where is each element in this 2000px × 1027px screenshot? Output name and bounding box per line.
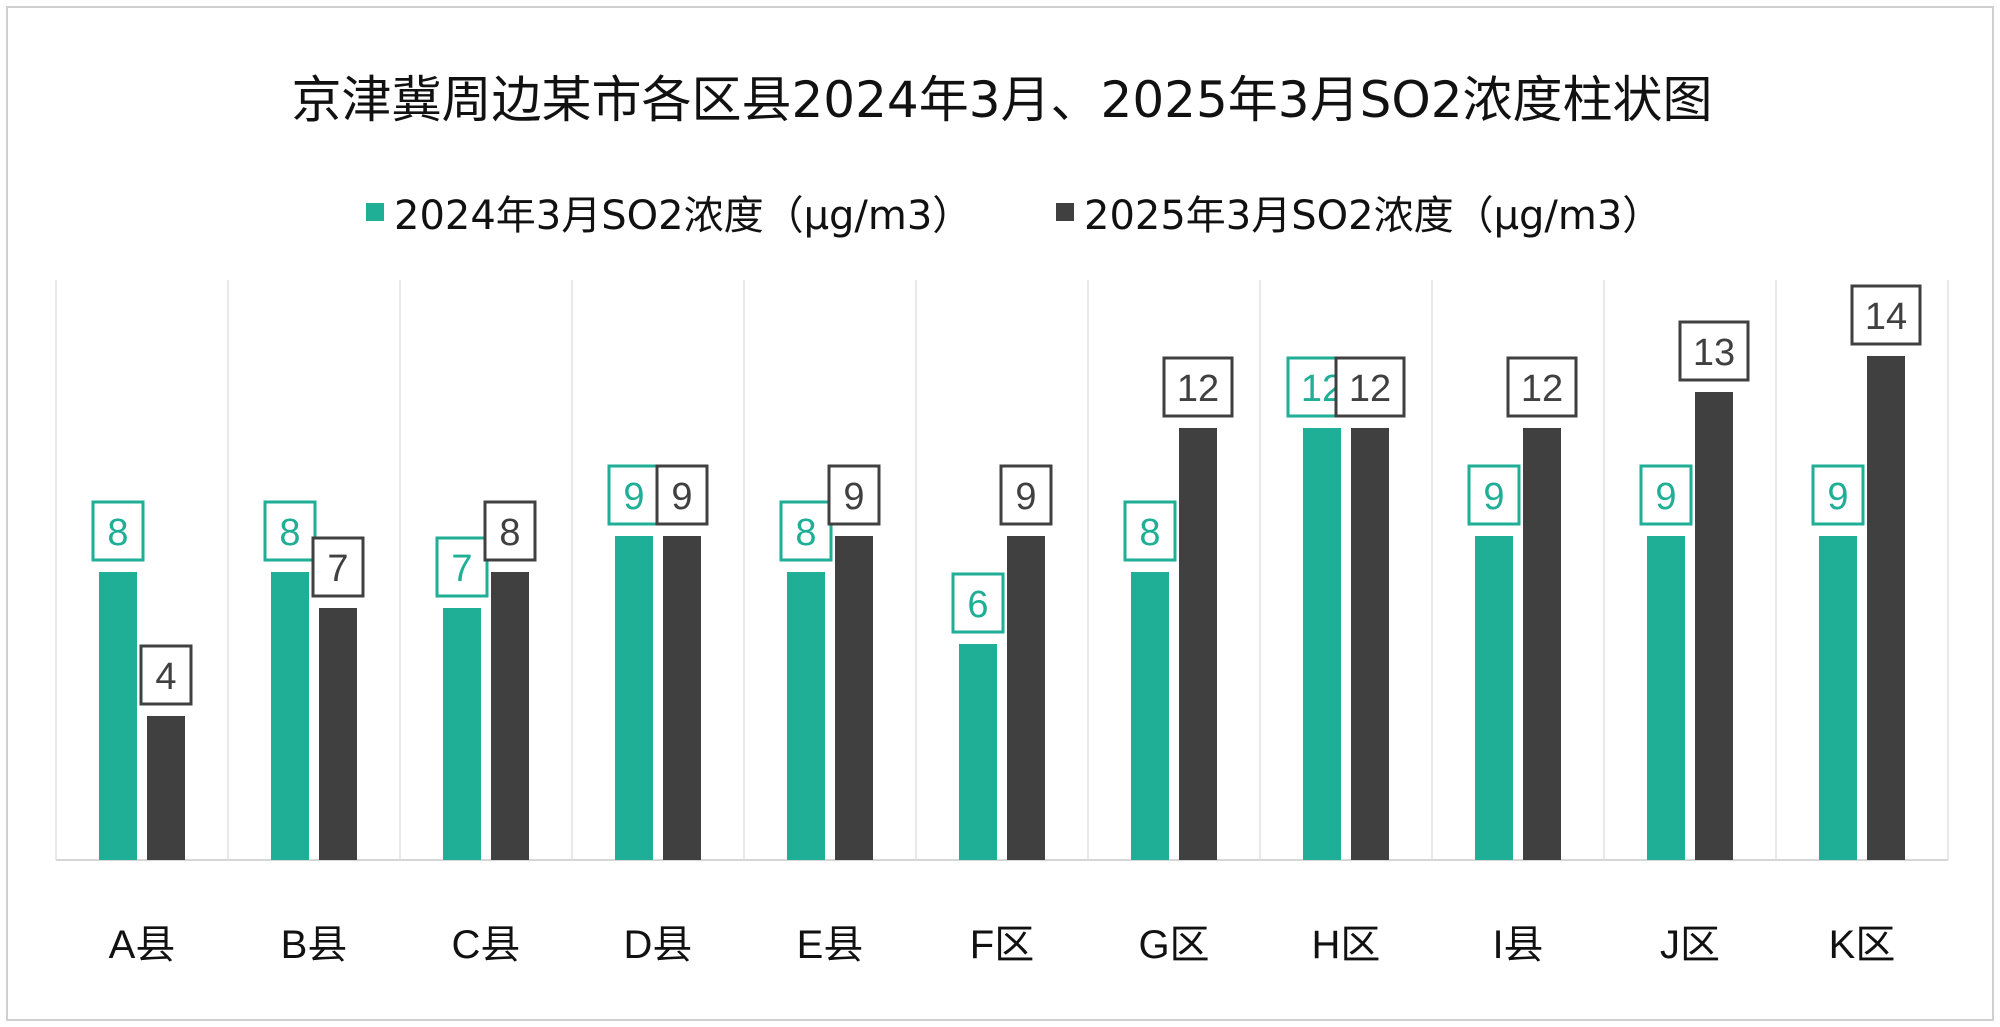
x-tick-label: J区 [1660,923,1720,967]
data-label: 9 [623,476,644,518]
data-label-box [1811,464,1865,526]
bar-2024 [1819,536,1857,860]
data-label-box [1678,320,1750,382]
data-label: 6 [967,584,988,626]
data-label: 7 [327,548,348,590]
x-tick-label: E县 [797,923,864,967]
legend-label-2024: 2024年3月SO2浓度（μg/m3） [394,193,973,239]
data-label-box [951,572,1005,634]
chart-frame: 京津冀周边某市各区县2024年3月、2025年3月SO2浓度柱状图 2024年3… [6,6,1994,1021]
data-label-box [999,464,1053,526]
data-label-box [1162,356,1234,418]
bar-2025 [1007,536,1045,860]
data-label: 7 [451,548,472,590]
bar-2024 [787,572,825,860]
bar-2025 [1695,392,1733,860]
bar-2025 [1179,428,1217,860]
x-tick-label: F区 [970,923,1034,967]
data-label: 8 [795,512,816,554]
data-label: 14 [1865,296,1907,338]
data-label: 9 [1015,476,1036,518]
x-tick-label: H区 [1312,923,1381,967]
data-label-box [607,464,661,526]
legend-item-2024: 2024年3月SO2浓度（μg/m3） [366,188,972,239]
bar-2025 [663,536,701,860]
bar-2024 [1475,536,1513,860]
data-label: 12 [1349,368,1391,410]
x-tick-label: A县 [109,923,176,967]
data-label-box [1639,464,1693,526]
data-label-box [655,464,709,526]
legend-swatch-2024 [366,203,384,221]
bar-2024 [443,608,481,860]
data-label-box [1467,464,1521,526]
x-tick-label: G区 [1138,923,1209,967]
legend-item-2025: 2025年3月SO2浓度（μg/m3） [1056,188,1662,239]
bar-2024 [959,644,997,860]
bar-2024 [1303,428,1341,860]
data-label: 12 [1521,368,1563,410]
bar-2024 [615,536,653,860]
bar-2025 [491,572,529,860]
data-label: 8 [279,512,300,554]
bar-2025 [1867,356,1905,860]
data-label: 8 [1139,512,1160,554]
x-tick-label: I县 [1492,923,1543,967]
data-label: 12 [1177,368,1219,410]
chart-title: 京津冀周边某市各区县2024年3月、2025年3月SO2浓度柱状图 [291,71,1713,129]
legend-swatch-2025 [1056,203,1074,221]
data-label-box [483,500,537,562]
data-label-box [779,500,833,562]
bar-2024 [99,572,137,860]
bar-2025 [835,536,873,860]
x-tick-label: K区 [1829,923,1896,967]
data-label: 9 [1655,476,1676,518]
x-tick-label: D县 [624,923,693,967]
data-label: 9 [1483,476,1504,518]
bar-2024 [271,572,309,860]
data-label-box [827,464,881,526]
x-tick-label: B县 [281,923,348,967]
data-label: 9 [843,476,864,518]
data-label-box [1506,356,1578,418]
bar-2025 [1523,428,1561,860]
data-label: 9 [671,476,692,518]
data-label-box [1334,356,1406,418]
bar-2024 [1647,536,1685,860]
x-tick-label: C县 [452,923,521,967]
data-label: 13 [1693,332,1735,374]
data-label-box [263,500,317,562]
bar-2025 [147,716,185,860]
legend-label-2025: 2025年3月SO2浓度（μg/m3） [1084,193,1663,239]
data-label: 9 [1827,476,1848,518]
data-label: 4 [155,656,176,698]
data-label-box [311,536,365,598]
data-label-box [1850,284,1922,346]
bar-2025 [1351,428,1389,860]
bar-2025 [319,608,357,860]
data-label: 8 [107,512,128,554]
data-label-box [139,644,193,706]
bar-2024 [1131,572,1169,860]
data-label-box [1123,500,1177,562]
data-label: 8 [499,512,520,554]
data-label-box [435,536,489,598]
data-label-box [91,500,145,562]
